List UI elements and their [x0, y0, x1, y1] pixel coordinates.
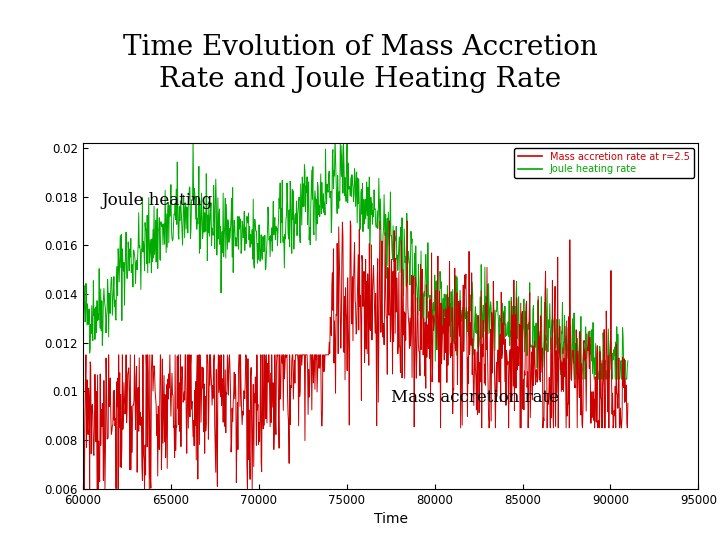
- X-axis label: Time: Time: [374, 512, 408, 526]
- Text: Time Evolution of Mass Accretion
Rate and Joule Heating Rate: Time Evolution of Mass Accretion Rate an…: [122, 35, 598, 92]
- Text: Joule heating: Joule heating: [102, 192, 212, 210]
- Text: Mass accretion rate: Mass accretion rate: [391, 389, 559, 406]
- Legend: Mass accretion rate at r=2.5, Joule heating rate: Mass accretion rate at r=2.5, Joule heat…: [514, 148, 693, 178]
